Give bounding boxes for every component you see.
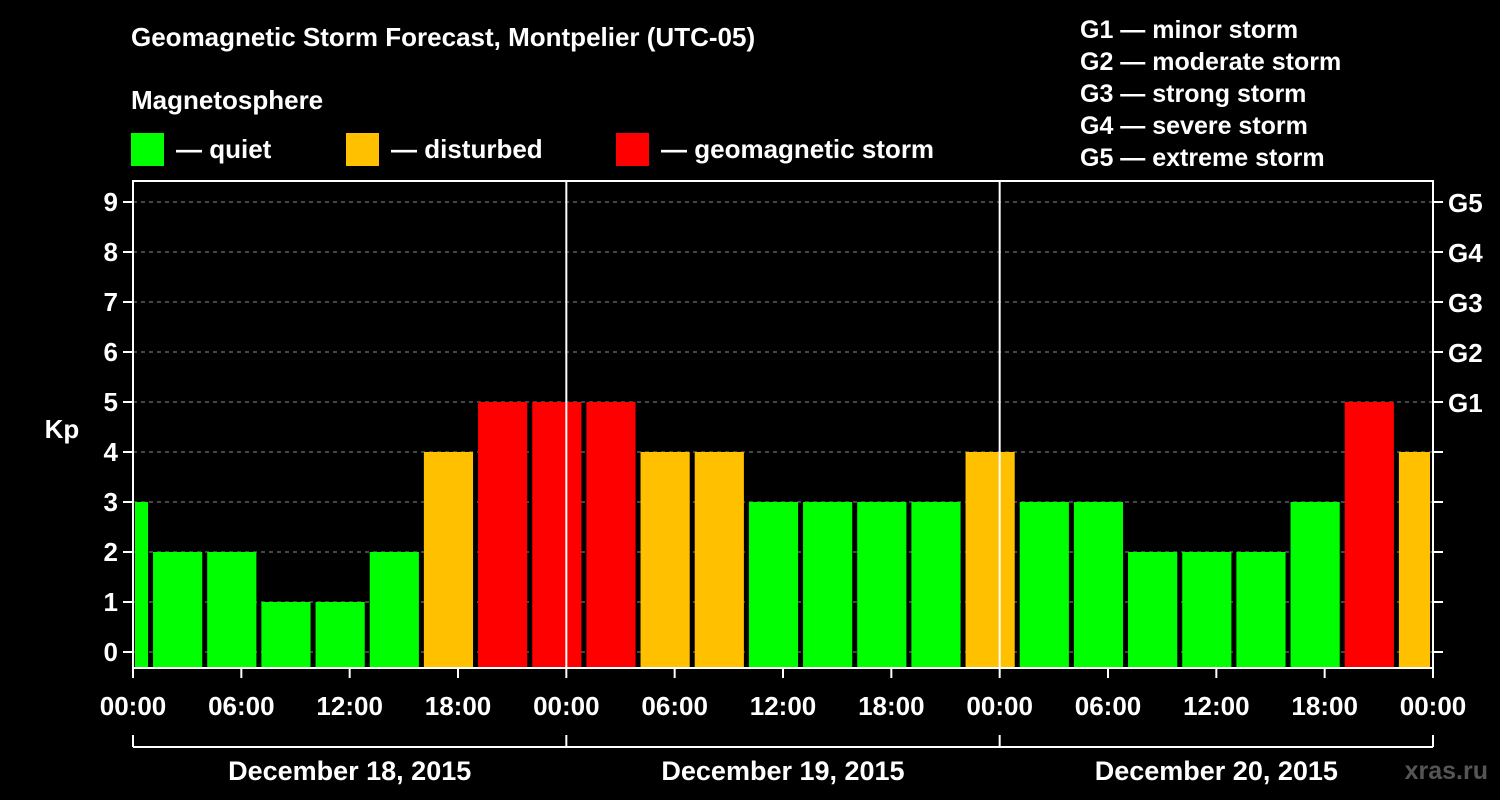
x-tick-label: 06:00 xyxy=(208,691,275,721)
date-label: December 20, 2015 xyxy=(1095,756,1338,786)
x-tick-label: 18:00 xyxy=(425,691,492,721)
kp-bar xyxy=(1073,502,1124,668)
x-tick-label: 00:00 xyxy=(1400,691,1467,721)
legend-swatch-quiet xyxy=(131,133,164,166)
g-scale-item-g4: G4 — severe storm xyxy=(1080,112,1308,140)
chart-title: Geomagnetic Storm Forecast, Montpelier (… xyxy=(131,22,756,52)
g-scale-label: G1 xyxy=(1448,388,1483,418)
chart-subtitle: Magnetosphere xyxy=(131,85,324,115)
y-axis-title: Kp xyxy=(45,414,80,444)
g-scale-item-g2: G2 — moderate storm xyxy=(1080,48,1342,76)
kp-bar xyxy=(369,552,419,668)
kp-bar xyxy=(135,502,149,668)
legend-disturbed: — disturbed xyxy=(346,133,543,166)
x-tick-label: 18:00 xyxy=(1291,691,1358,721)
kp-bar xyxy=(586,402,636,668)
kp-bar xyxy=(1236,552,1286,668)
g-scale-item-g1: G1 — minor storm xyxy=(1080,16,1299,44)
date-label: December 19, 2015 xyxy=(661,756,904,786)
g-scale-label: G5 xyxy=(1448,188,1483,218)
legend-swatch-storm xyxy=(616,133,649,166)
kp-bar xyxy=(965,452,1015,668)
kp-bar xyxy=(640,452,690,668)
kp-bar xyxy=(857,502,907,668)
y-tick-label: 7 xyxy=(104,287,118,317)
y-tick-label: 1 xyxy=(104,587,118,617)
x-tick-label: 12:00 xyxy=(750,691,817,721)
y-tick-label: 3 xyxy=(104,487,118,517)
kp-bar xyxy=(1128,552,1178,668)
y-tick-label: 8 xyxy=(104,237,118,267)
x-tick-label: 06:00 xyxy=(1075,691,1142,721)
g-scale-item-g5: G5 — extreme storm xyxy=(1080,144,1325,172)
kp-bar xyxy=(315,602,365,668)
kp-bar xyxy=(1182,552,1232,668)
x-tick-label: 00:00 xyxy=(100,691,167,721)
x-tick-label: 18:00 xyxy=(858,691,925,721)
kp-bar xyxy=(532,402,582,668)
y-tick-label: 0 xyxy=(104,637,118,667)
g-scale-label: G2 xyxy=(1448,338,1483,368)
legend-quiet: — quiet xyxy=(131,133,271,166)
kp-bar xyxy=(1019,502,1069,668)
legend-label-storm: — geomagnetic storm xyxy=(661,134,935,164)
kp-bar xyxy=(207,552,257,668)
y-tick-label: 9 xyxy=(104,187,118,217)
kp-bar xyxy=(261,602,311,668)
kp-bar xyxy=(1290,502,1340,668)
x-tick-label: 06:00 xyxy=(641,691,708,721)
x-tick-label: 12:00 xyxy=(1183,691,1250,721)
date-label: December 18, 2015 xyxy=(228,756,471,786)
legend-swatch-disturbed xyxy=(346,133,379,166)
kp-bar xyxy=(748,502,799,668)
legend-storm: — geomagnetic storm xyxy=(616,133,934,166)
y-tick-label: 5 xyxy=(104,387,118,417)
kp-bar xyxy=(694,452,744,668)
kp-bar xyxy=(803,502,853,668)
legend-label-quiet: — quiet xyxy=(176,134,272,164)
x-tick-label: 00:00 xyxy=(533,691,600,721)
legend-label-disturbed: — disturbed xyxy=(391,134,543,164)
y-tick-label: 2 xyxy=(104,537,118,567)
kp-bar xyxy=(1398,452,1430,668)
x-tick-label: 00:00 xyxy=(966,691,1033,721)
y-tick-label: 4 xyxy=(104,437,119,467)
g-scale-item-g3: G3 — strong storm xyxy=(1080,80,1307,108)
kp-bar xyxy=(911,502,961,668)
g-scale-legend: G1 — minor storm G2 — moderate storm G3 … xyxy=(1080,14,1341,174)
kp-bar xyxy=(153,552,203,668)
x-tick-label: 12:00 xyxy=(316,691,383,721)
y-tick-label: 6 xyxy=(104,337,118,367)
g-scale-label: G3 xyxy=(1448,288,1483,318)
kp-bar xyxy=(478,402,528,668)
g-scale-label: G4 xyxy=(1448,238,1483,268)
watermark: xras.ru xyxy=(1404,757,1488,785)
kp-bar xyxy=(423,452,474,668)
kp-bar xyxy=(1344,402,1394,668)
